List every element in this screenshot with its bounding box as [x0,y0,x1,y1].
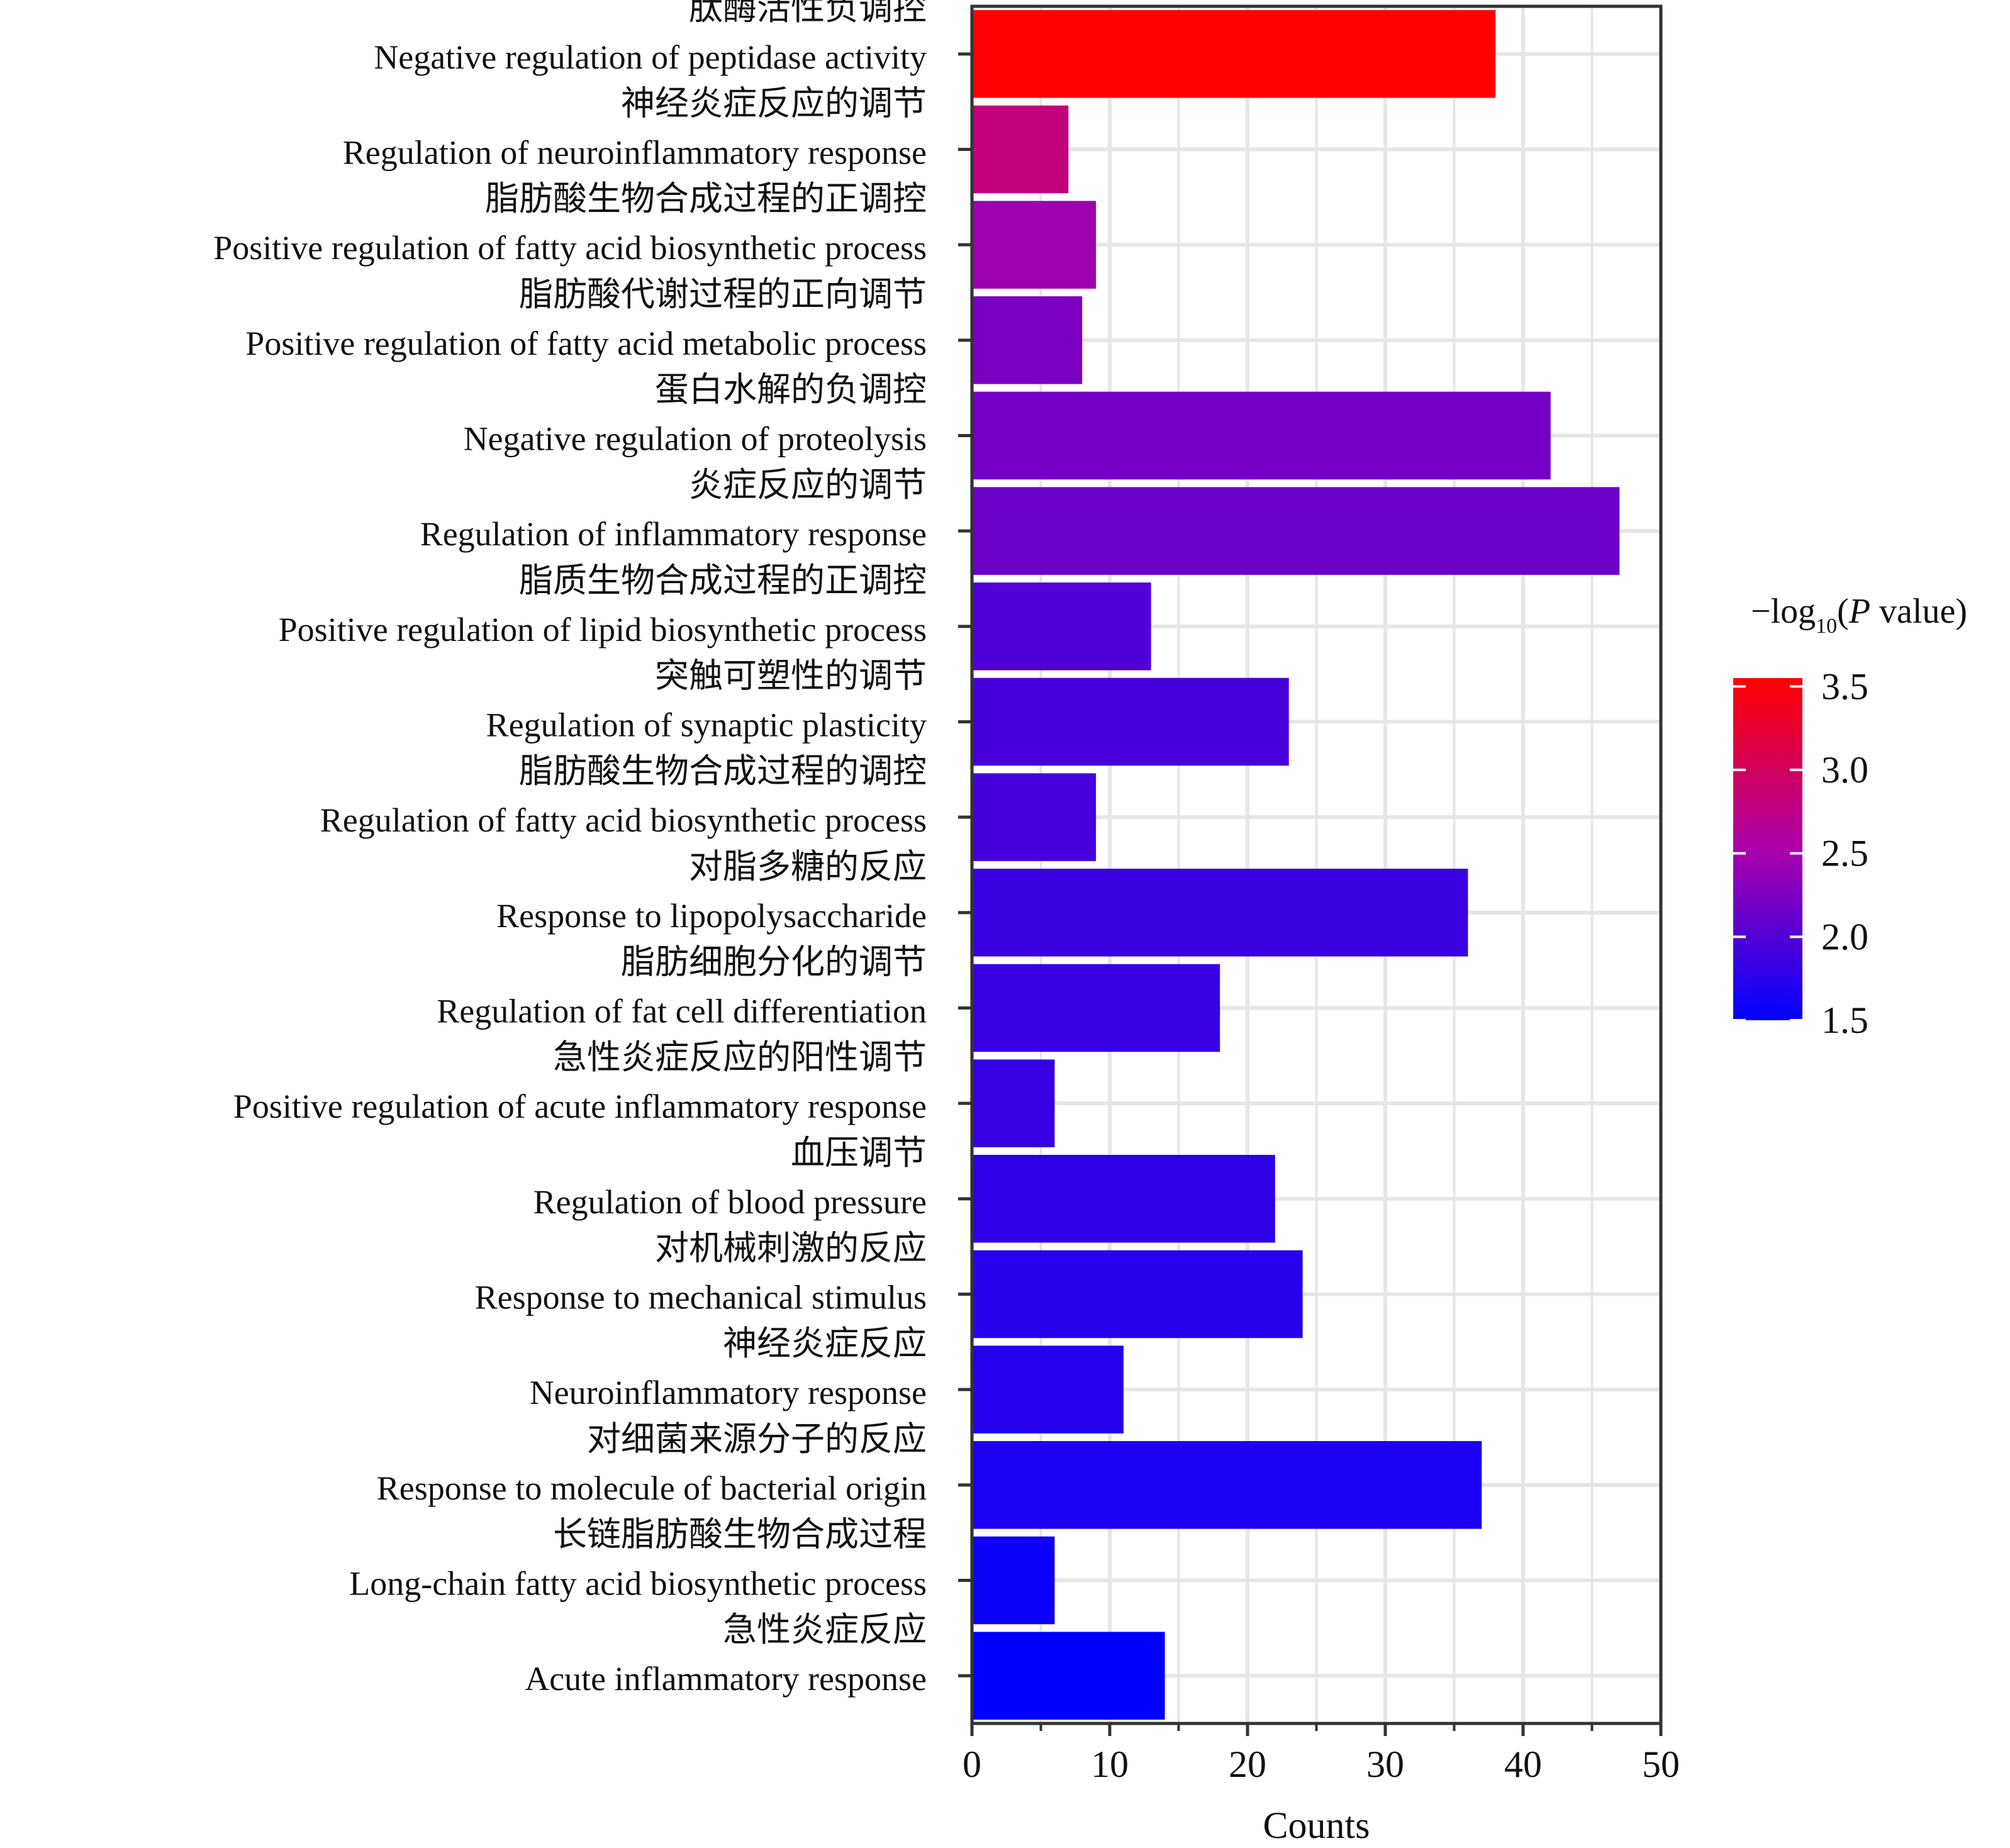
y-label-zh: 脂肪细胞分化的调节 [621,943,927,981]
x-tick-label: 20 [1229,1744,1266,1785]
y-label-zh: 蛋白水解的负调控 [655,371,927,409]
y-label-en: Regulation of inflammatory response [420,515,927,553]
bar-7 [972,582,1151,671]
y-label-en: Response to molecule of bacterial origin [377,1469,927,1507]
legend-tick-label: 3.5 [1821,665,1868,707]
y-label-zh: 血压调节 [791,1134,927,1172]
y-label-en: Response to mechanical stimulus [475,1279,927,1316]
bar-9 [972,773,1097,861]
y-label-en: Positive regulation of fatty acid metabo… [245,325,927,362]
y-label-zh: 炎症反应的调节 [689,466,927,504]
legend-title: −log10(P value) [1751,592,1967,638]
y-label-zh: 脂质生物合成过程的正调控 [519,562,927,599]
y-label-zh: 脂肪酸生物合成过程的调控 [519,752,927,790]
y-label-zh: 脂肪酸生物合成过程的正调控 [485,180,927,218]
legend: −log10(P value) 3.5 3.0 2.5 2.0 1.5 [1733,592,1967,1041]
legend-tick-label: 3.0 [1821,749,1868,791]
y-label-zh: 突触可塑性的调节 [655,657,927,695]
y-label-zh: 肽酶活性负调控 [689,0,927,27]
y-label-en: Negative regulation of proteolysis [464,420,927,458]
bar-15 [972,1345,1124,1433]
bar-17 [972,1536,1055,1625]
y-label-en: Negative regulation of peptidase activit… [374,38,927,76]
legend-title-open: ( [1837,592,1849,631]
bar-11 [972,964,1220,1052]
y-label-zh: 神经炎症反应 [723,1325,927,1362]
y-label-en: Regulation of neuroinflammatory response [343,134,927,172]
x-tick-label: 0 [963,1744,981,1785]
bar-8 [972,677,1289,766]
y-label-zh: 长链脂肪酸生物合成过程 [553,1516,927,1554]
bar-13 [972,1155,1275,1243]
y-label-en: Acute inflammatory response [525,1660,927,1698]
y-label-zh: 急性炎症反应 [723,1611,927,1649]
y-label-en: Positive regulation of acute inflammator… [233,1088,927,1125]
x-axis: 0 10 20 30 40 50 [963,1723,1680,1785]
x-tick-label: 10 [1091,1744,1129,1785]
y-label-en: Positive regulation of lipid biosyntheti… [279,611,927,648]
bar-2 [972,105,1069,194]
bar-3 [972,201,1097,289]
y-label-en: Response to lipopolysaccharide [496,897,927,935]
y-label-zh: 神经炎症反应的调节 [621,85,927,123]
y-label-zh: 对机械刺激的反应 [655,1230,927,1267]
y-label-en: Regulation of synaptic plasticity [486,706,927,744]
x-tick-label: 50 [1642,1744,1680,1785]
y-label-en: Neuroinflammatory response [530,1374,927,1411]
y-label-zh: 脂肪酸代谢过程的正向调节 [519,276,927,313]
bar-4 [972,296,1083,384]
x-tick-label: 30 [1366,1744,1404,1785]
legend-colorbar [1733,678,1802,1020]
y-axis: 肽酶活性负调控 Negative regulation of peptidase … [213,0,972,1698]
bar-5 [972,391,1551,480]
bar-10 [972,869,1468,957]
bar-16 [972,1441,1482,1529]
y-label-en: Positive regulation of fatty acid biosyn… [213,229,927,267]
legend-tick-label: 2.5 [1821,833,1868,874]
y-label-zh: 对脂多糖的反应 [689,848,927,886]
y-label-zh: 急性炎症反应的阳性调节 [553,1038,927,1076]
legend-tick-label: 2.0 [1821,916,1868,957]
bar-12 [972,1059,1055,1147]
y-label-en: Regulation of fat cell differentiation [437,993,927,1030]
legend-title-subscript: 10 [1816,615,1837,638]
legend-title-rest: value) [1870,592,1967,631]
y-label-en: Regulation of blood pressure [533,1183,927,1221]
x-axis-title: Counts [1263,1805,1370,1845]
bar-6 [972,487,1620,575]
y-label-en: Long-chain fatty acid biosynthetic proce… [349,1565,927,1603]
x-tick-label: 40 [1504,1744,1542,1785]
y-label-zh: 对细菌来源分子的反应 [587,1420,927,1458]
bars [972,10,1620,1720]
bar-18 [972,1632,1165,1720]
legend-tick-label: 1.5 [1821,999,1868,1041]
legend-title-log: −log [1751,592,1816,631]
legend-title-p: P [1848,592,1870,631]
y-label-en: Regulation of fatty acid biosynthetic pr… [320,801,927,839]
bar-14 [972,1250,1303,1339]
bar-1 [972,10,1496,98]
